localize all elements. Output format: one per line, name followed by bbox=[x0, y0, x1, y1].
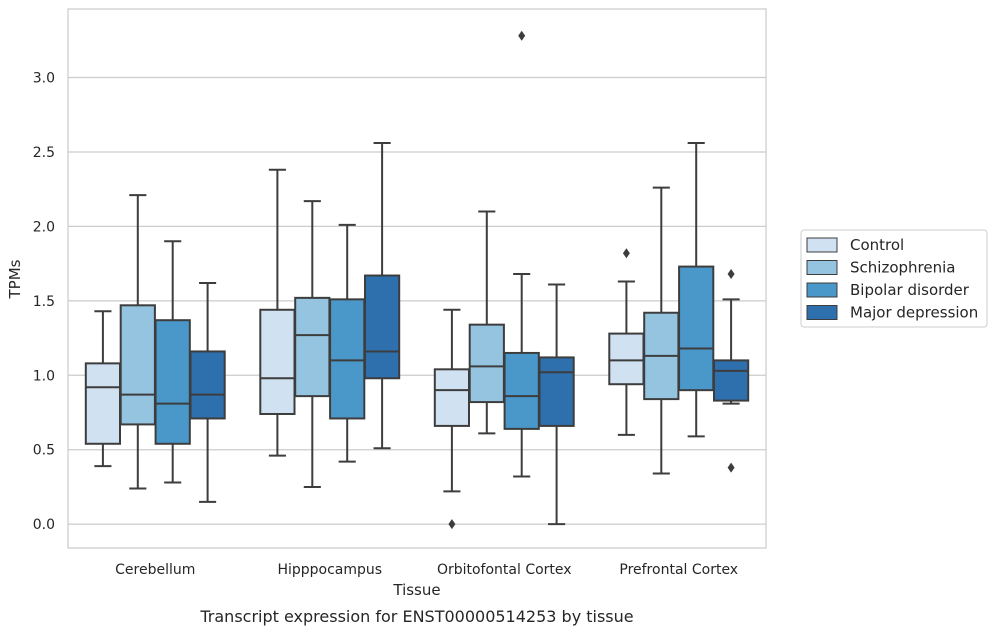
y-axis-label: TPMs bbox=[6, 259, 24, 299]
box-schizophrenia bbox=[468, 210, 505, 435]
box-major-depression bbox=[538, 283, 575, 526]
box-iqr bbox=[503, 351, 540, 430]
plot-area-frame bbox=[67, 8, 767, 549]
box-control bbox=[84, 310, 122, 468]
y-tick-label: 1.0 bbox=[33, 368, 55, 384]
y-tick-label: 0.5 bbox=[33, 443, 55, 459]
legend-label: Major depression bbox=[850, 304, 978, 322]
y-tick-label: 3.0 bbox=[33, 70, 55, 86]
box-iqr bbox=[468, 323, 505, 404]
box-iqr bbox=[538, 356, 575, 427]
y-tick-label: 1.5 bbox=[33, 294, 55, 310]
x-tick-label: Prefrontal Cortex bbox=[619, 562, 738, 578]
boxes bbox=[84, 30, 750, 530]
box-iqr bbox=[608, 332, 645, 386]
legend-swatch bbox=[806, 305, 838, 320]
legend-label: Schizophrenia bbox=[850, 259, 955, 277]
legend-swatch bbox=[806, 260, 838, 275]
x-tick-label: Hipppocampus bbox=[277, 562, 382, 578]
box-major-depression bbox=[363, 142, 401, 450]
box-iqr bbox=[329, 298, 366, 420]
box-control bbox=[433, 308, 471, 530]
box-iqr bbox=[84, 362, 122, 445]
box-bipolar-disorder bbox=[154, 240, 191, 484]
box-major-depression bbox=[189, 281, 226, 503]
x-tick-label: Cerebellum bbox=[115, 562, 195, 578]
box-schizophrenia bbox=[294, 200, 331, 488]
box-iqr bbox=[433, 368, 471, 427]
box-bipolar-disorder bbox=[329, 223, 366, 463]
legend: Control Schizophrenia Bipolar disorder Majo… bbox=[800, 229, 988, 328]
outlier-point bbox=[727, 269, 735, 280]
x-axis-ticks: Cerebellum Hipppocampus Orbitofontal Corte… bbox=[115, 562, 738, 578]
chart-caption: Transcript expression for ENST0000051425… bbox=[199, 607, 633, 626]
y-axis-ticks: 0.0 0.5 1.0 1.5 2.0 2.5 3.0 bbox=[33, 70, 55, 533]
y-tick-label: 2.0 bbox=[33, 219, 55, 235]
legend-label: Control bbox=[850, 236, 904, 254]
outlier-point bbox=[448, 519, 456, 530]
box-control bbox=[259, 168, 296, 457]
box-iqr bbox=[119, 304, 156, 426]
box-control bbox=[608, 248, 645, 436]
box-iqr bbox=[154, 319, 191, 445]
y-tick-label: 2.5 bbox=[33, 145, 55, 161]
box-iqr bbox=[712, 359, 750, 402]
box-iqr bbox=[678, 265, 715, 392]
outlier-point bbox=[727, 462, 735, 473]
legend-swatch bbox=[806, 282, 838, 298]
outlier-point bbox=[622, 248, 630, 259]
outlier-point bbox=[518, 30, 526, 41]
box-major-depression bbox=[712, 269, 750, 473]
y-tick-label: 0.0 bbox=[33, 517, 55, 533]
box-iqr bbox=[363, 274, 401, 380]
box-iqr bbox=[189, 350, 226, 420]
legend-swatch bbox=[806, 237, 838, 253]
legend-frame bbox=[800, 229, 988, 328]
x-axis-label: Tissue bbox=[392, 581, 440, 599]
box-schizophrenia bbox=[643, 186, 680, 475]
box-bipolar-disorder bbox=[678, 142, 715, 438]
box-schizophrenia bbox=[119, 194, 156, 490]
x-tick-label: Orbitofontal Cortex bbox=[437, 562, 572, 578]
legend-label: Bipolar disorder bbox=[850, 281, 970, 299]
box-bipolar-disorder bbox=[503, 30, 540, 478]
box-iqr bbox=[259, 308, 296, 415]
box-iqr bbox=[294, 296, 331, 398]
